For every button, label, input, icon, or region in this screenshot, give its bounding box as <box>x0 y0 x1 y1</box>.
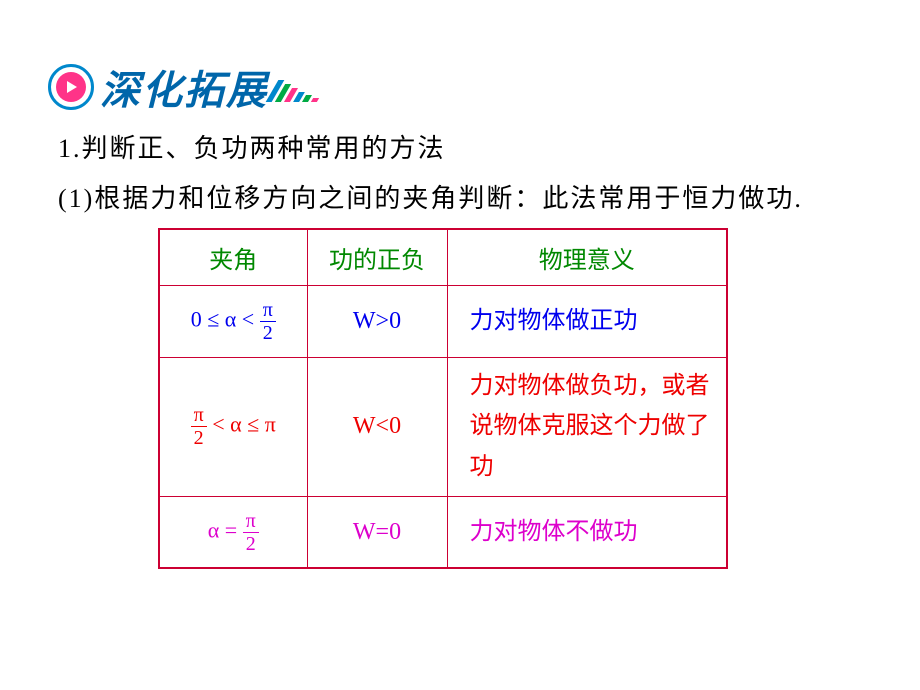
table-row: π 2 < α ≤ π W<0 力对物体做负功，或者说物体克服这个力做了功 <box>159 357 727 496</box>
table-row: α = π 2 W=0 力对物体不做功 <box>159 496 727 568</box>
frac-num: π <box>191 405 207 427</box>
heading-line-2: (1)根据力和位移方向之间的夹角判断：此法常用于恒力做功. <box>58 178 803 215</box>
header-icon-outer <box>48 64 94 110</box>
cell-meaning-2: 力对物体做负功，或者说物体克服这个力做了功 <box>447 357 727 496</box>
work-sign-table: 夹角 功的正负 物理意义 0 ≤ α < π 2 W>0 力对物体做正功 π 2… <box>158 228 728 569</box>
th-sign: 功的正负 <box>307 229 447 285</box>
angle-suffix: < α ≤ π <box>212 412 276 437</box>
cell-angle-3: α = π 2 <box>159 496 307 568</box>
cell-meaning-3: 力对物体不做功 <box>447 496 727 568</box>
cell-sign-1: W>0 <box>307 285 447 357</box>
angle-prefix: 0 ≤ α < <box>191 306 255 331</box>
page-title: 深化拓展 <box>100 58 268 116</box>
fraction: π 2 <box>191 405 207 448</box>
th-angle: 夹角 <box>159 229 307 285</box>
fraction: π 2 <box>260 300 276 343</box>
cell-angle-1: 0 ≤ α < π 2 <box>159 285 307 357</box>
arrow-icon <box>67 81 77 93</box>
table-header-row: 夹角 功的正负 物理意义 <box>159 229 727 285</box>
cell-angle-2: π 2 < α ≤ π <box>159 357 307 496</box>
table-row: 0 ≤ α < π 2 W>0 力对物体做正功 <box>159 285 727 357</box>
title-stripes <box>272 72 320 102</box>
frac-den: 2 <box>263 322 273 343</box>
header-icon-inner <box>56 72 86 102</box>
frac-num: π <box>243 511 259 533</box>
fraction: π 2 <box>243 511 259 554</box>
th-meaning: 物理意义 <box>447 229 727 285</box>
angle-prefix: α = <box>208 517 243 542</box>
frac-den: 2 <box>246 533 256 554</box>
cell-sign-3: W=0 <box>307 496 447 568</box>
stripe-icon <box>311 98 319 102</box>
cell-sign-2: W<0 <box>307 357 447 496</box>
heading-line-1: 1.判断正、负功两种常用的方法 <box>58 128 446 165</box>
frac-num: π <box>260 300 276 322</box>
cell-meaning-1: 力对物体做正功 <box>447 285 727 357</box>
frac-den: 2 <box>194 427 204 448</box>
